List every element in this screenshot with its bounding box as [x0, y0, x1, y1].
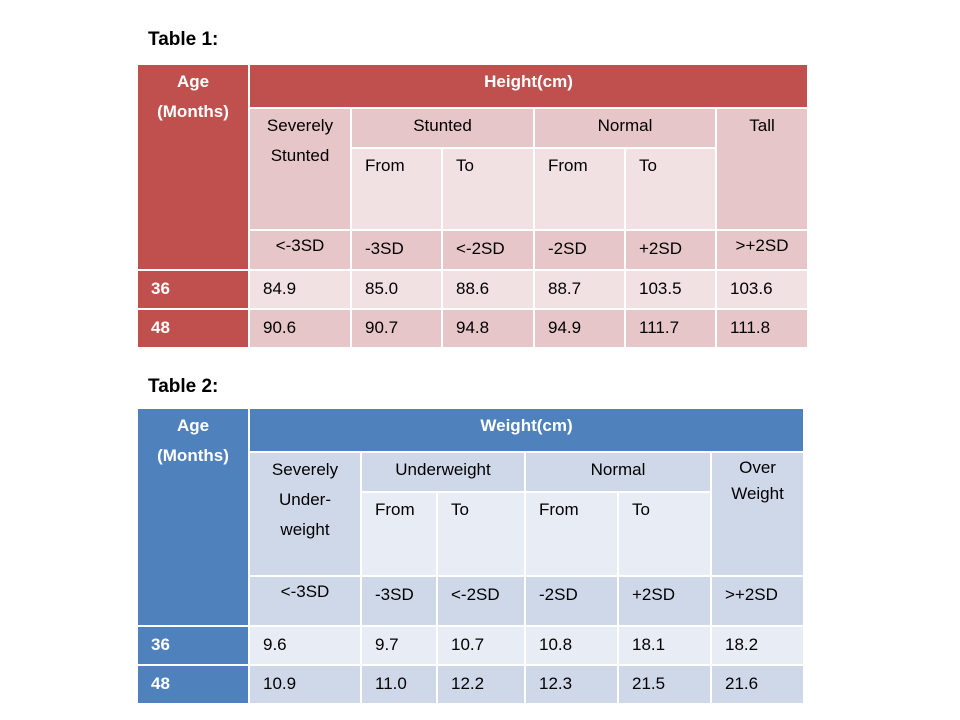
- severely-stunted-line2: Stunted: [270, 146, 330, 165]
- height-header: Height(cm): [247, 63, 810, 109]
- value-cell: 18.1: [617, 625, 712, 666]
- value-cell: 11.0: [360, 664, 438, 705]
- sd-label: +2SD: [624, 229, 717, 271]
- value-cell: 103.6: [714, 269, 810, 310]
- table1-caption: Table 1:: [148, 29, 219, 50]
- severely-underweight-line3: weight: [280, 520, 330, 539]
- sd-label: -2SD: [533, 229, 626, 271]
- age-cell: 48: [136, 664, 250, 705]
- normal-to: To: [624, 147, 717, 231]
- severely-underweight-header: Severely Under- weight: [248, 451, 362, 577]
- tall-header: Tall: [714, 107, 810, 231]
- normal-to: To: [617, 491, 712, 577]
- severely-stunted-header: Severely Stunted: [248, 107, 352, 231]
- age-header-line1: Age: [176, 72, 210, 91]
- over-weight-header: Over Weight: [709, 451, 806, 577]
- weight-table: Age (Months) Weight(cm) Severely Under- …: [136, 407, 806, 705]
- underweight-from: From: [360, 491, 438, 577]
- sd-label: <-3SD: [248, 575, 362, 627]
- table-row: 36 84.9 85.0 88.6 88.7 103.5 103.6: [136, 269, 810, 310]
- value-cell: 94.8: [441, 308, 535, 349]
- sd-label: -2SD: [524, 575, 619, 627]
- normal-from: From: [533, 147, 626, 231]
- normal-header: Normal: [533, 107, 717, 149]
- age-header-line2: (Months): [157, 102, 229, 121]
- sd-label: <-3SD: [248, 229, 352, 271]
- table-row: 48 90.6 90.7 94.8 94.9 111.7 111.8: [136, 308, 810, 349]
- value-cell: 90.7: [350, 308, 443, 349]
- severely-underweight-line2: Under-: [279, 490, 331, 509]
- sd-label: >+2SD: [709, 575, 806, 627]
- severely-underweight-line1: Severely: [271, 460, 339, 479]
- stunted-from: From: [350, 147, 443, 231]
- value-cell: 18.2: [709, 625, 806, 666]
- value-cell: 85.0: [350, 269, 443, 310]
- value-cell: 9.7: [360, 625, 438, 666]
- over-weight-line2: Weight: [731, 484, 784, 503]
- sd-label: +2SD: [617, 575, 712, 627]
- value-cell: 9.6: [248, 625, 362, 666]
- stunted-header: Stunted: [350, 107, 535, 149]
- value-cell: 103.5: [624, 269, 717, 310]
- value-cell: 12.3: [524, 664, 619, 705]
- table2-caption: Table 2:: [148, 376, 219, 397]
- value-cell: 10.8: [524, 625, 619, 666]
- normal-header: Normal: [524, 451, 712, 493]
- height-table: Age (Months) Height(cm) Severely Stunted…: [136, 63, 810, 349]
- value-cell: 111.7: [624, 308, 717, 349]
- sd-label: -3SD: [360, 575, 438, 627]
- normal-from: From: [524, 491, 619, 577]
- sd-label: >+2SD: [714, 229, 810, 271]
- value-cell: 111.8: [714, 308, 810, 349]
- value-cell: 90.6: [248, 308, 352, 349]
- severely-stunted-line1: Severely: [266, 116, 334, 135]
- underweight-to: To: [436, 491, 526, 577]
- value-cell: 10.7: [436, 625, 526, 666]
- value-cell: 84.9: [248, 269, 352, 310]
- value-cell: 10.9: [248, 664, 362, 705]
- value-cell: 88.6: [441, 269, 535, 310]
- table-row: 48 10.9 11.0 12.2 12.3 21.5 21.6: [136, 664, 806, 705]
- stunted-to: To: [441, 147, 535, 231]
- table-row: 36 9.6 9.7 10.7 10.8 18.1 18.2: [136, 625, 806, 666]
- age-header: Age (Months): [136, 407, 250, 627]
- age-header: Age (Months): [136, 63, 250, 271]
- age-cell: 48: [136, 308, 250, 349]
- underweight-header: Underweight: [360, 451, 526, 493]
- age-header-line2: (Months): [157, 446, 229, 465]
- sd-label: -3SD: [350, 229, 443, 271]
- sd-label: <-2SD: [441, 229, 535, 271]
- value-cell: 21.6: [709, 664, 806, 705]
- value-cell: 88.7: [533, 269, 626, 310]
- value-cell: 21.5: [617, 664, 712, 705]
- age-cell: 36: [136, 269, 250, 310]
- age-cell: 36: [136, 625, 250, 666]
- sd-label: <-2SD: [436, 575, 526, 627]
- value-cell: 94.9: [533, 308, 626, 349]
- value-cell: 12.2: [436, 664, 526, 705]
- weight-header: Weight(cm): [247, 407, 806, 453]
- age-header-line1: Age: [176, 416, 210, 435]
- over-weight-line1: Over: [739, 458, 776, 477]
